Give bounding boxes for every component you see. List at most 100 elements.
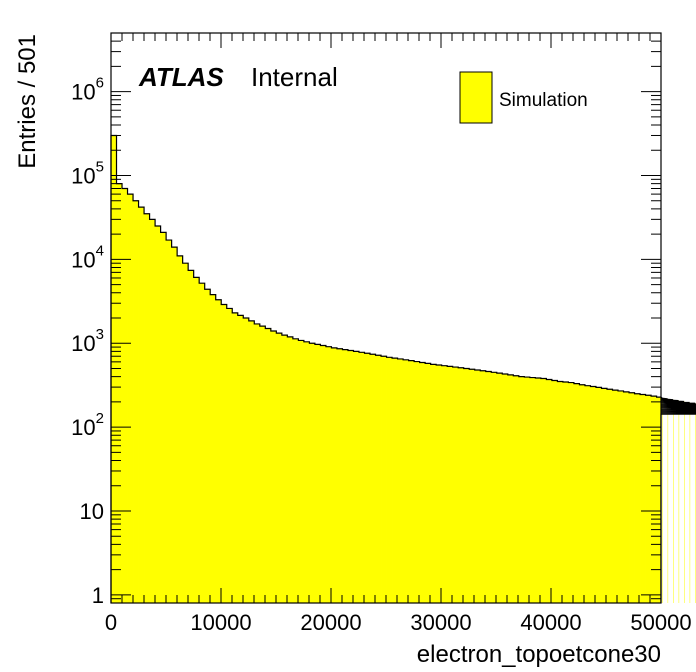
histogram-bin <box>270 330 277 603</box>
histogram-bin <box>662 398 663 603</box>
histogram-bin <box>656 397 662 603</box>
y-tick-label: 1 <box>92 583 104 608</box>
histogram-bin <box>149 219 156 603</box>
y-tick-label: 105 <box>71 159 104 189</box>
histogram-bin <box>171 247 178 603</box>
histogram-bin <box>403 359 409 603</box>
histogram-bin <box>325 346 332 603</box>
histogram-bin <box>358 352 365 603</box>
histogram-bin <box>496 373 503 603</box>
histogram-bin <box>491 372 498 603</box>
x-tick-labels: 0 10000 20000 30000 40000 50000 <box>105 610 692 635</box>
histogram-bin <box>425 363 432 603</box>
histogram-bin <box>623 391 630 603</box>
histogram-bin <box>193 277 200 603</box>
histogram-bin <box>678 400 680 603</box>
y-tick-label: 106 <box>71 75 104 105</box>
histogram-bin <box>529 377 536 603</box>
histogram-bin <box>584 385 591 603</box>
histogram-bin <box>689 402 691 603</box>
histogram-bin <box>226 308 233 603</box>
histogram-bin <box>386 357 393 603</box>
histogram-bin <box>298 340 305 603</box>
x-axis-title: electron_topoetcone30 <box>417 641 661 668</box>
y-axis-title: Entries / 501 <box>14 34 41 169</box>
histogram-bin <box>601 388 608 603</box>
histogram-bin <box>248 320 255 603</box>
x-tick-label: 10000 <box>190 610 251 635</box>
histogram-bin <box>408 360 415 603</box>
histogram-bin <box>353 351 360 603</box>
histogram-bin <box>612 390 619 603</box>
histogram-bin <box>127 194 134 603</box>
histogram-bin <box>116 183 123 603</box>
histogram-bin <box>276 333 283 603</box>
histogram-bin <box>381 356 387 603</box>
histogram-bin <box>342 349 349 603</box>
histogram-bin <box>414 361 421 603</box>
histogram-bin <box>645 395 652 603</box>
histogram-bin <box>535 378 542 603</box>
histogram-bin <box>336 348 343 603</box>
histogram-bin <box>177 255 184 603</box>
y-tick-labels: 1 10 102 103 104 105 106 <box>71 75 104 608</box>
histogram-bin <box>667 398 669 603</box>
histogram-bin <box>254 323 261 603</box>
legend-label-simulation: Simulation <box>499 90 588 111</box>
histogram-bin <box>287 336 294 603</box>
histogram-bin <box>419 362 426 603</box>
y-tick-label: 102 <box>71 410 104 440</box>
x-tick-label: 0 <box>105 610 117 635</box>
legend-swatch-simulation <box>459 71 493 124</box>
x-tick-label: 20000 <box>300 610 361 635</box>
histogram-bin <box>551 380 558 603</box>
histogram-bin <box>265 328 272 603</box>
histogram-bin <box>590 386 597 603</box>
histogram-bin <box>673 399 674 603</box>
histogram-bin <box>463 368 470 603</box>
histogram-bin <box>447 366 454 603</box>
histogram-bin <box>651 396 657 603</box>
histogram-bin <box>199 283 206 603</box>
histogram-bin <box>259 326 266 603</box>
histogram-bin <box>695 403 696 603</box>
histogram-bin <box>155 225 161 604</box>
histogram-bin <box>347 350 354 603</box>
histogram-bin <box>430 364 437 603</box>
histogram-bin <box>237 315 244 603</box>
x-tick-label: 30000 <box>410 610 471 635</box>
histogram-bin <box>557 381 564 603</box>
histogram-bin <box>469 369 476 603</box>
histogram-bin <box>502 373 509 603</box>
histogram-bin <box>210 294 217 603</box>
histogram-bin <box>133 200 139 603</box>
histogram-bin <box>640 394 646 603</box>
histogram-bin <box>182 263 189 603</box>
axes-layer <box>110 32 662 604</box>
histogram-bin <box>524 377 531 603</box>
histogram-bin <box>375 355 382 603</box>
histogram-bin <box>215 299 222 603</box>
histogram-bin <box>568 382 575 603</box>
histogram-bin <box>436 365 443 603</box>
histogram-bin <box>221 304 228 603</box>
histogram-bin <box>122 188 128 603</box>
atlas-label: ATLAS <box>138 62 224 92</box>
histogram-bin <box>331 347 338 603</box>
histogram-bin <box>540 378 547 603</box>
histogram-bin <box>518 376 525 603</box>
histogram-bin <box>513 375 520 603</box>
histogram-bin <box>144 213 150 603</box>
histogram-bin <box>441 365 448 603</box>
histogram-bin <box>458 367 465 603</box>
histogram-bin <box>618 390 624 603</box>
histogram-bin <box>166 240 173 603</box>
histogram-bin <box>606 389 613 603</box>
histogram-bin <box>392 358 398 603</box>
histogram-bin <box>684 401 685 603</box>
histogram-bin <box>160 232 167 603</box>
histogram-bin <box>320 345 327 603</box>
legend: Simulation <box>459 71 588 124</box>
histogram-bin <box>303 341 310 603</box>
histogram-bin <box>309 343 316 603</box>
